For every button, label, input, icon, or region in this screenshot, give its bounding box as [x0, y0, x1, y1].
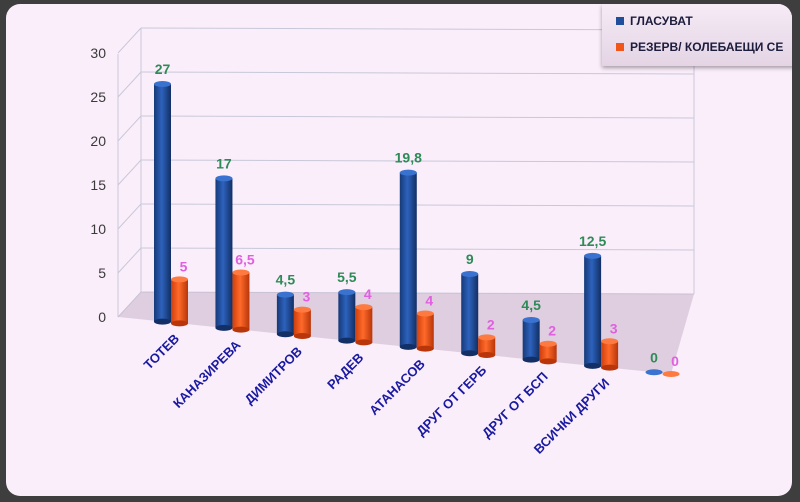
bar-glasuvat	[338, 289, 356, 344]
value-label-glasuvat: 9	[466, 251, 474, 267]
legend-swatch-series-2	[616, 43, 624, 51]
category-label: РАДЕВ	[324, 350, 366, 392]
value-label-rezerv: 4	[364, 286, 372, 302]
category-label: ТОТЕВ	[141, 331, 183, 373]
y-tick-label: 25	[90, 89, 106, 105]
category-label: КАНАЗИРЕВА	[170, 337, 244, 411]
bar-rezerv	[232, 269, 250, 333]
legend-item-series-2: РЕЗЕРВ/ КОЛЕБАЕЩИ СЕ	[616, 40, 783, 54]
legend-label-series-1: ГЛАСУВАТ	[630, 14, 693, 28]
value-label-glasuvat: 17	[216, 155, 232, 171]
value-label-rezerv: 6,5	[235, 251, 255, 267]
category-label: ВСИЧКИ ДРУГИ	[531, 375, 612, 456]
gridline	[140, 115, 695, 119]
gridline	[140, 27, 695, 31]
y-tick-label: 0	[98, 309, 106, 325]
bar-glasuvat	[215, 175, 233, 331]
bar-glasuvat	[461, 271, 479, 357]
value-label-glasuvat: 4,5	[521, 297, 541, 313]
gridline-side	[117, 159, 142, 186]
chart-frame: 0 5 10 15 20 25 30 27 5 ТОТЕВ 17 6,5 КАНАЗИРЕВА 4,5 3 Д…	[6, 4, 792, 496]
gridline-side	[117, 247, 142, 274]
value-label-glasuvat: 4,5	[276, 272, 296, 288]
value-label-rezerv: 3	[610, 320, 618, 336]
gridline	[140, 71, 695, 75]
value-label-rezerv: 2	[487, 316, 495, 332]
value-label-glasuvat: 27	[155, 61, 171, 77]
bar-rezerv	[539, 340, 557, 365]
category-label: ДРУГ ОТ БСП	[479, 369, 551, 441]
y-tick-label: 15	[90, 177, 106, 193]
bar-rezerv	[293, 306, 311, 340]
gridline	[140, 159, 695, 163]
bar-glasuvat	[645, 369, 663, 376]
value-label-rezerv: 3	[302, 289, 310, 305]
gridline-side	[117, 71, 142, 98]
bar-rezerv	[355, 304, 373, 346]
bar-glasuvat	[276, 291, 294, 338]
value-label-glasuvat: 12,5	[579, 233, 606, 249]
category-label: АТАНАСОВ	[366, 356, 428, 418]
value-label-glasuvat: 19,8	[395, 150, 422, 166]
bar-glasuvat	[584, 252, 602, 369]
gridline-side	[117, 115, 142, 142]
legend-label-series-2: РЕЗЕРВ/ КОЛЕБАЕЩИ СЕ	[630, 40, 784, 54]
bar-glasuvat	[399, 169, 417, 350]
bar-rezerv	[478, 334, 496, 359]
value-label-glasuvat: 5,5	[337, 269, 357, 285]
bar-rezerv	[171, 276, 188, 327]
value-label-rezerv: 4	[425, 292, 433, 308]
value-label-rezerv: 2	[548, 323, 556, 339]
value-label-glasuvat: 0	[650, 349, 658, 365]
category-label: ДИМИТРОВ	[242, 344, 305, 407]
bar-glasuvat	[154, 80, 171, 325]
y-tick-label: 30	[90, 45, 106, 61]
gridline-side	[117, 203, 142, 230]
bar-rezerv	[601, 338, 619, 371]
category-label: ДРУГ ОТ ГЕРБ	[413, 363, 489, 439]
gridline	[140, 203, 695, 207]
legend: ГЛАСУВАТ РЕЗЕРВ/ КОЛЕБАЕЩИ СЕ	[602, 4, 792, 66]
y-tick-label: 20	[90, 133, 106, 149]
legend-swatch-series-1	[616, 17, 624, 25]
bar-glasuvat	[522, 316, 540, 363]
y-tick-label: 5	[98, 265, 106, 281]
gridline-side	[117, 27, 142, 54]
bar-rezerv	[662, 371, 680, 378]
value-label-rezerv: 5	[180, 258, 188, 274]
legend-item-series-1: ГЛАСУВАТ	[616, 14, 693, 28]
bar-rezerv	[416, 310, 434, 352]
bar-chart: 051015202530275ТОТЕВ176,5КАНАЗИРЕВА4,53Д…	[90, 27, 695, 457]
y-tick-label: 10	[90, 221, 106, 237]
value-label-rezerv: 0	[671, 353, 679, 369]
gridline	[140, 247, 695, 251]
